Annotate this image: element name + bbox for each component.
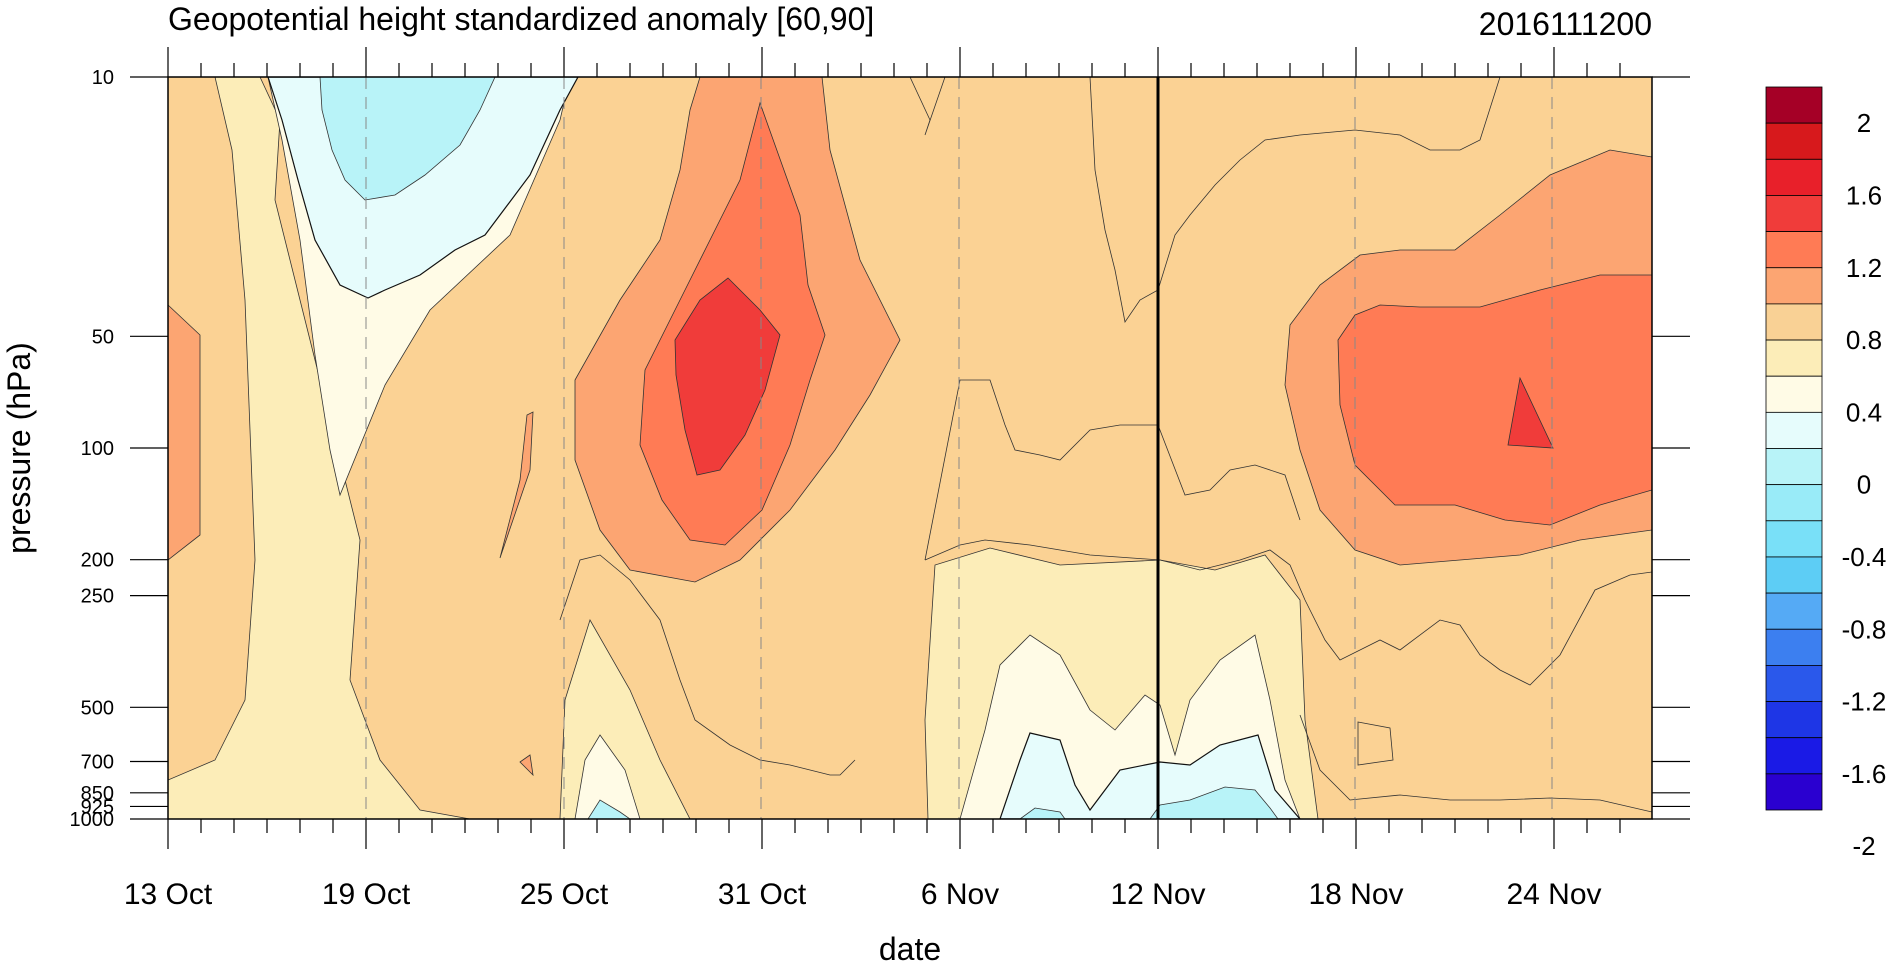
colorbar-label: 0.4	[1846, 397, 1882, 427]
contour-neg-lower-nov-core	[1019, 786, 1279, 819]
colorbar-swatch	[1765, 701, 1823, 739]
y-axis-label: pressure (hPa)	[1, 342, 37, 554]
run-label: 2016111200	[1479, 6, 1652, 42]
contour-pos-12-nov	[1337, 274, 1652, 526]
colorbar-swatch	[1765, 520, 1823, 558]
x-tick-label: 25 Oct	[520, 878, 609, 911]
contour-neg-lower-oct-core	[587, 799, 631, 819]
y-tick-label: 100	[81, 438, 114, 460]
colorbar-label: -0.4	[1842, 542, 1887, 572]
colorbar-swatch	[1765, 484, 1823, 522]
contour-line-08-mid	[909, 77, 946, 136]
x-axis: 13 Oct 19 Oct 25 Oct 31 Oct 6 Nov 12 Nov 18 No…	[124, 47, 1621, 911]
colorbar-swatch	[1765, 665, 1823, 702]
colorbar-swatch	[1765, 448, 1823, 486]
y-tick-label: 925	[81, 796, 114, 818]
x-tick-label: 24 Nov	[1506, 878, 1601, 911]
colorbar-swatch	[1765, 737, 1823, 775]
colorbar-label: 0.8	[1846, 325, 1882, 355]
contour-pos-sliver-24oct	[499, 411, 534, 559]
contour-pos-16-nov	[1507, 376, 1554, 449]
x-tick-label: 12 Nov	[1110, 878, 1205, 911]
colorbar-swatch	[1765, 556, 1823, 594]
y-tick-label: 1000	[70, 809, 115, 831]
y-tick-label: 50	[92, 326, 114, 348]
colorbar-label: -0.8	[1842, 614, 1887, 644]
contour-line-small-box	[1357, 721, 1394, 766]
contour-pos-16-31oct	[674, 277, 781, 476]
colorbar-swatch	[1765, 628, 1823, 666]
x-tick-label: 19 Oct	[322, 878, 411, 911]
colorbar-label: 1.2	[1846, 253, 1882, 283]
x-tick-label: 31 Oct	[718, 878, 807, 911]
x-tick-label: 13 Oct	[124, 878, 213, 911]
colorbar-swatch	[1765, 375, 1823, 413]
colorbar-swatch	[1765, 86, 1823, 124]
colorbar-swatch	[1765, 592, 1823, 630]
x-tick-label: 6 Nov	[921, 878, 999, 911]
colorbar-label: -1.6	[1842, 759, 1887, 789]
contour-line-oct-lower	[559, 554, 856, 776]
y-tick-label: 10	[92, 67, 114, 89]
colorbar-swatch	[1765, 195, 1823, 232]
contour-neg-upper-oct-core	[319, 77, 496, 201]
y-tick-label: 700	[81, 752, 114, 774]
colorbar-label: 1.6	[1846, 180, 1882, 210]
colorbar-swatch	[1765, 122, 1823, 160]
colorbar-swatch	[1765, 773, 1823, 811]
x-axis-label: date	[879, 931, 941, 963]
x-tick-label: 18 Nov	[1308, 878, 1403, 911]
colorbar-swatch	[1765, 158, 1823, 196]
colorbar-swatch	[1765, 267, 1823, 305]
y-tick-label: 850	[81, 783, 114, 805]
colorbar-label: 0	[1857, 470, 1871, 500]
date-gridlines	[365, 77, 1553, 819]
contour-line-04-mid	[924, 539, 1652, 686]
contour-pos-dot-24oct	[519, 754, 534, 777]
colorbar-label: 2	[1857, 108, 1871, 138]
colorbar-label: -2	[1852, 831, 1875, 861]
colorbar-swatch	[1765, 231, 1823, 269]
colorbar: 2 1.6 1.2 0.8 0.4 0 -0.4 -0.8 -1.2 -1.6 -2	[1765, 86, 1887, 861]
contour-line-near-lower	[1299, 714, 1652, 813]
contour-fills	[168, 77, 1652, 819]
contour-band-0-04-west	[168, 77, 471, 819]
y-tick-label: 200	[81, 550, 114, 572]
y-tick-label: 250	[81, 586, 114, 608]
contour-line-08-lower	[924, 379, 1301, 561]
y-tick-label: 500	[81, 697, 114, 719]
colorbar-label: -1.2	[1842, 687, 1887, 717]
contour-band-near-zero-lower-oct	[574, 734, 641, 819]
contour-pos-edge-13oct	[168, 304, 201, 561]
colorbar-swatch	[1765, 411, 1823, 449]
chart-title: Geopotential height standardized anomaly…	[168, 1, 874, 37]
colorbar-swatch	[1765, 303, 1823, 341]
colorbar-swatch	[1765, 339, 1823, 377]
contour-line-04-upper-nov	[1089, 77, 1501, 324]
